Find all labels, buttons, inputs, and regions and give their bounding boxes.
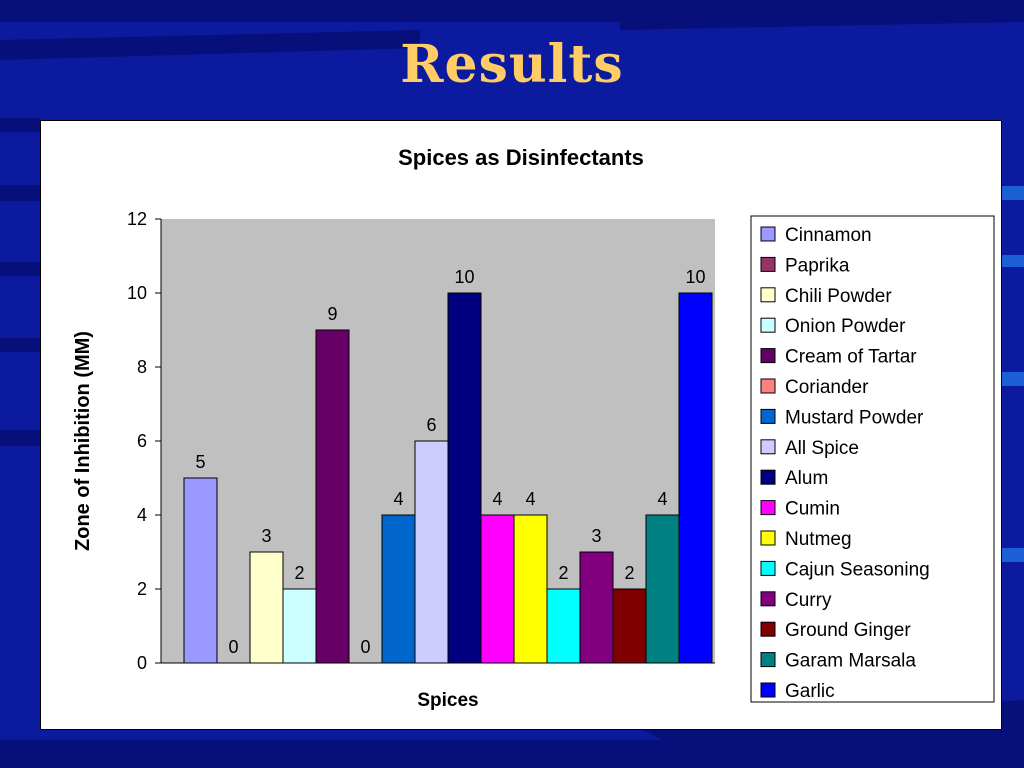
bar-data-label: 4 xyxy=(525,489,535,509)
legend-item: Curry xyxy=(760,590,832,611)
legend: Cinnamon Paprika Chili Powder Onion Powder C… xyxy=(750,215,995,703)
legend-swatch xyxy=(760,682,776,698)
legend-label: Cinnamon xyxy=(785,225,872,246)
legend-item: Cinnamon xyxy=(760,225,872,246)
bar-onion-powder xyxy=(282,588,317,664)
legend-swatch xyxy=(760,408,776,424)
y-tick-label: 6 xyxy=(137,431,147,451)
bar-all-spice xyxy=(414,440,449,664)
x-axis-label: Spices xyxy=(417,690,478,711)
bar-data-label: 3 xyxy=(261,526,271,546)
legend-swatch xyxy=(760,469,776,485)
y-tick-label: 4 xyxy=(137,505,147,525)
legend-item: Mustard Powder xyxy=(760,407,924,428)
legend-label: Alum xyxy=(785,468,828,489)
bar-alum xyxy=(447,292,482,664)
y-tick-label: 0 xyxy=(137,653,147,673)
legend-swatch xyxy=(760,256,776,272)
legend-swatch xyxy=(760,317,776,333)
y-tick-label: 2 xyxy=(137,579,147,599)
bar-curry xyxy=(579,551,614,664)
bars xyxy=(183,292,713,664)
bar-data-label: 2 xyxy=(558,563,568,583)
legend-label: Curry xyxy=(785,590,832,611)
chart-title: Spices as Disinfectants xyxy=(398,145,644,170)
legend-swatch xyxy=(760,348,776,364)
legend-label: Mustard Powder xyxy=(785,407,924,428)
legend-swatch xyxy=(760,439,776,455)
bar-data-label: 3 xyxy=(591,526,601,546)
bar-data-label: 2 xyxy=(624,563,634,583)
chart-panel: Spices as Disinfectants 0 2 4 6 8 10 12 5 0 3 2 9 0… xyxy=(40,120,1002,730)
bar-data-label: 4 xyxy=(393,489,403,509)
bar-data-label: 10 xyxy=(685,267,705,287)
legend-label: Garam Marsala xyxy=(785,651,916,672)
legend-item: Alum xyxy=(760,468,828,489)
y-tick-label: 12 xyxy=(127,209,147,229)
bar-data-label: 0 xyxy=(360,637,370,657)
legend-swatch xyxy=(760,287,776,303)
legend-swatch xyxy=(760,621,776,637)
legend-swatch xyxy=(760,530,776,546)
bar-cream-of-tartar xyxy=(315,329,350,664)
legend-label: Nutmeg xyxy=(785,529,852,550)
legend-item: Garam Marsala xyxy=(760,651,916,672)
legend-swatch xyxy=(760,560,776,576)
legend-label: Cumin xyxy=(785,499,840,520)
bar-chart: Spices as Disinfectants 0 2 4 6 8 10 12 5 0 3 2 9 0… xyxy=(72,145,995,711)
legend-item: Paprika xyxy=(760,255,850,276)
y-tick-label: 10 xyxy=(127,283,147,303)
legend-label: Onion Powder xyxy=(785,316,906,337)
legend-swatch xyxy=(760,591,776,607)
legend-item: All Spice xyxy=(760,438,859,459)
right-edge-tabs xyxy=(1000,186,1024,562)
legend-swatch xyxy=(760,226,776,242)
legend-label: Coriander xyxy=(785,377,869,398)
legend-swatch xyxy=(760,652,776,668)
legend-item: Ground Ginger xyxy=(760,620,911,641)
legend-swatch xyxy=(760,500,776,516)
y-tick-label: 8 xyxy=(137,357,147,377)
bar-cinnamon xyxy=(183,477,218,664)
legend-label: Cajun Seasoning xyxy=(785,559,930,580)
legend-swatch xyxy=(760,378,776,394)
slide-title: Results xyxy=(400,34,624,95)
bar-data-label: 0 xyxy=(228,637,238,657)
legend-item: Cajun Seasoning xyxy=(760,559,930,580)
legend-label: All Spice xyxy=(785,438,859,459)
legend-item: Garlic xyxy=(760,681,835,702)
legend-box xyxy=(750,215,995,703)
bar-data-label: 9 xyxy=(327,304,337,324)
legend-item: Chili Powder xyxy=(760,286,892,307)
bar-cumin xyxy=(480,514,515,664)
bar-garam-marsala xyxy=(645,514,680,664)
legend-label: Garlic xyxy=(785,681,835,702)
y-axis-label: Zone of Inhibition (MM) xyxy=(72,331,94,551)
legend-label: Cream of Tartar xyxy=(785,347,917,368)
bar-garlic xyxy=(678,292,713,664)
bar-data-label: 10 xyxy=(454,267,474,287)
bar-data-label: 5 xyxy=(195,452,205,472)
legend-label: Paprika xyxy=(785,255,850,276)
bar-data-label: 2 xyxy=(294,563,304,583)
bar-ground-ginger xyxy=(612,588,647,664)
bar-data-label: 4 xyxy=(492,489,502,509)
bar-mustard-powder xyxy=(381,514,416,664)
legend-item: Onion Powder xyxy=(760,316,906,337)
legend-item: Nutmeg xyxy=(760,529,852,550)
bar-cajun-seasoning xyxy=(546,588,581,664)
legend-label: Chili Powder xyxy=(785,286,892,307)
bar-nutmeg xyxy=(513,514,548,664)
bar-data-labels: 5 0 3 2 9 0 4 6 10 4 4 2 3 2 4 10 xyxy=(195,267,705,657)
legend-item: Cream of Tartar xyxy=(760,347,917,368)
bar-data-label: 6 xyxy=(426,415,436,435)
legend-item: Cumin xyxy=(760,499,840,520)
bar-chili-powder xyxy=(249,551,284,664)
legend-label: Ground Ginger xyxy=(785,620,911,641)
legend-item: Coriander xyxy=(760,377,869,398)
bar-data-label: 4 xyxy=(657,489,667,509)
